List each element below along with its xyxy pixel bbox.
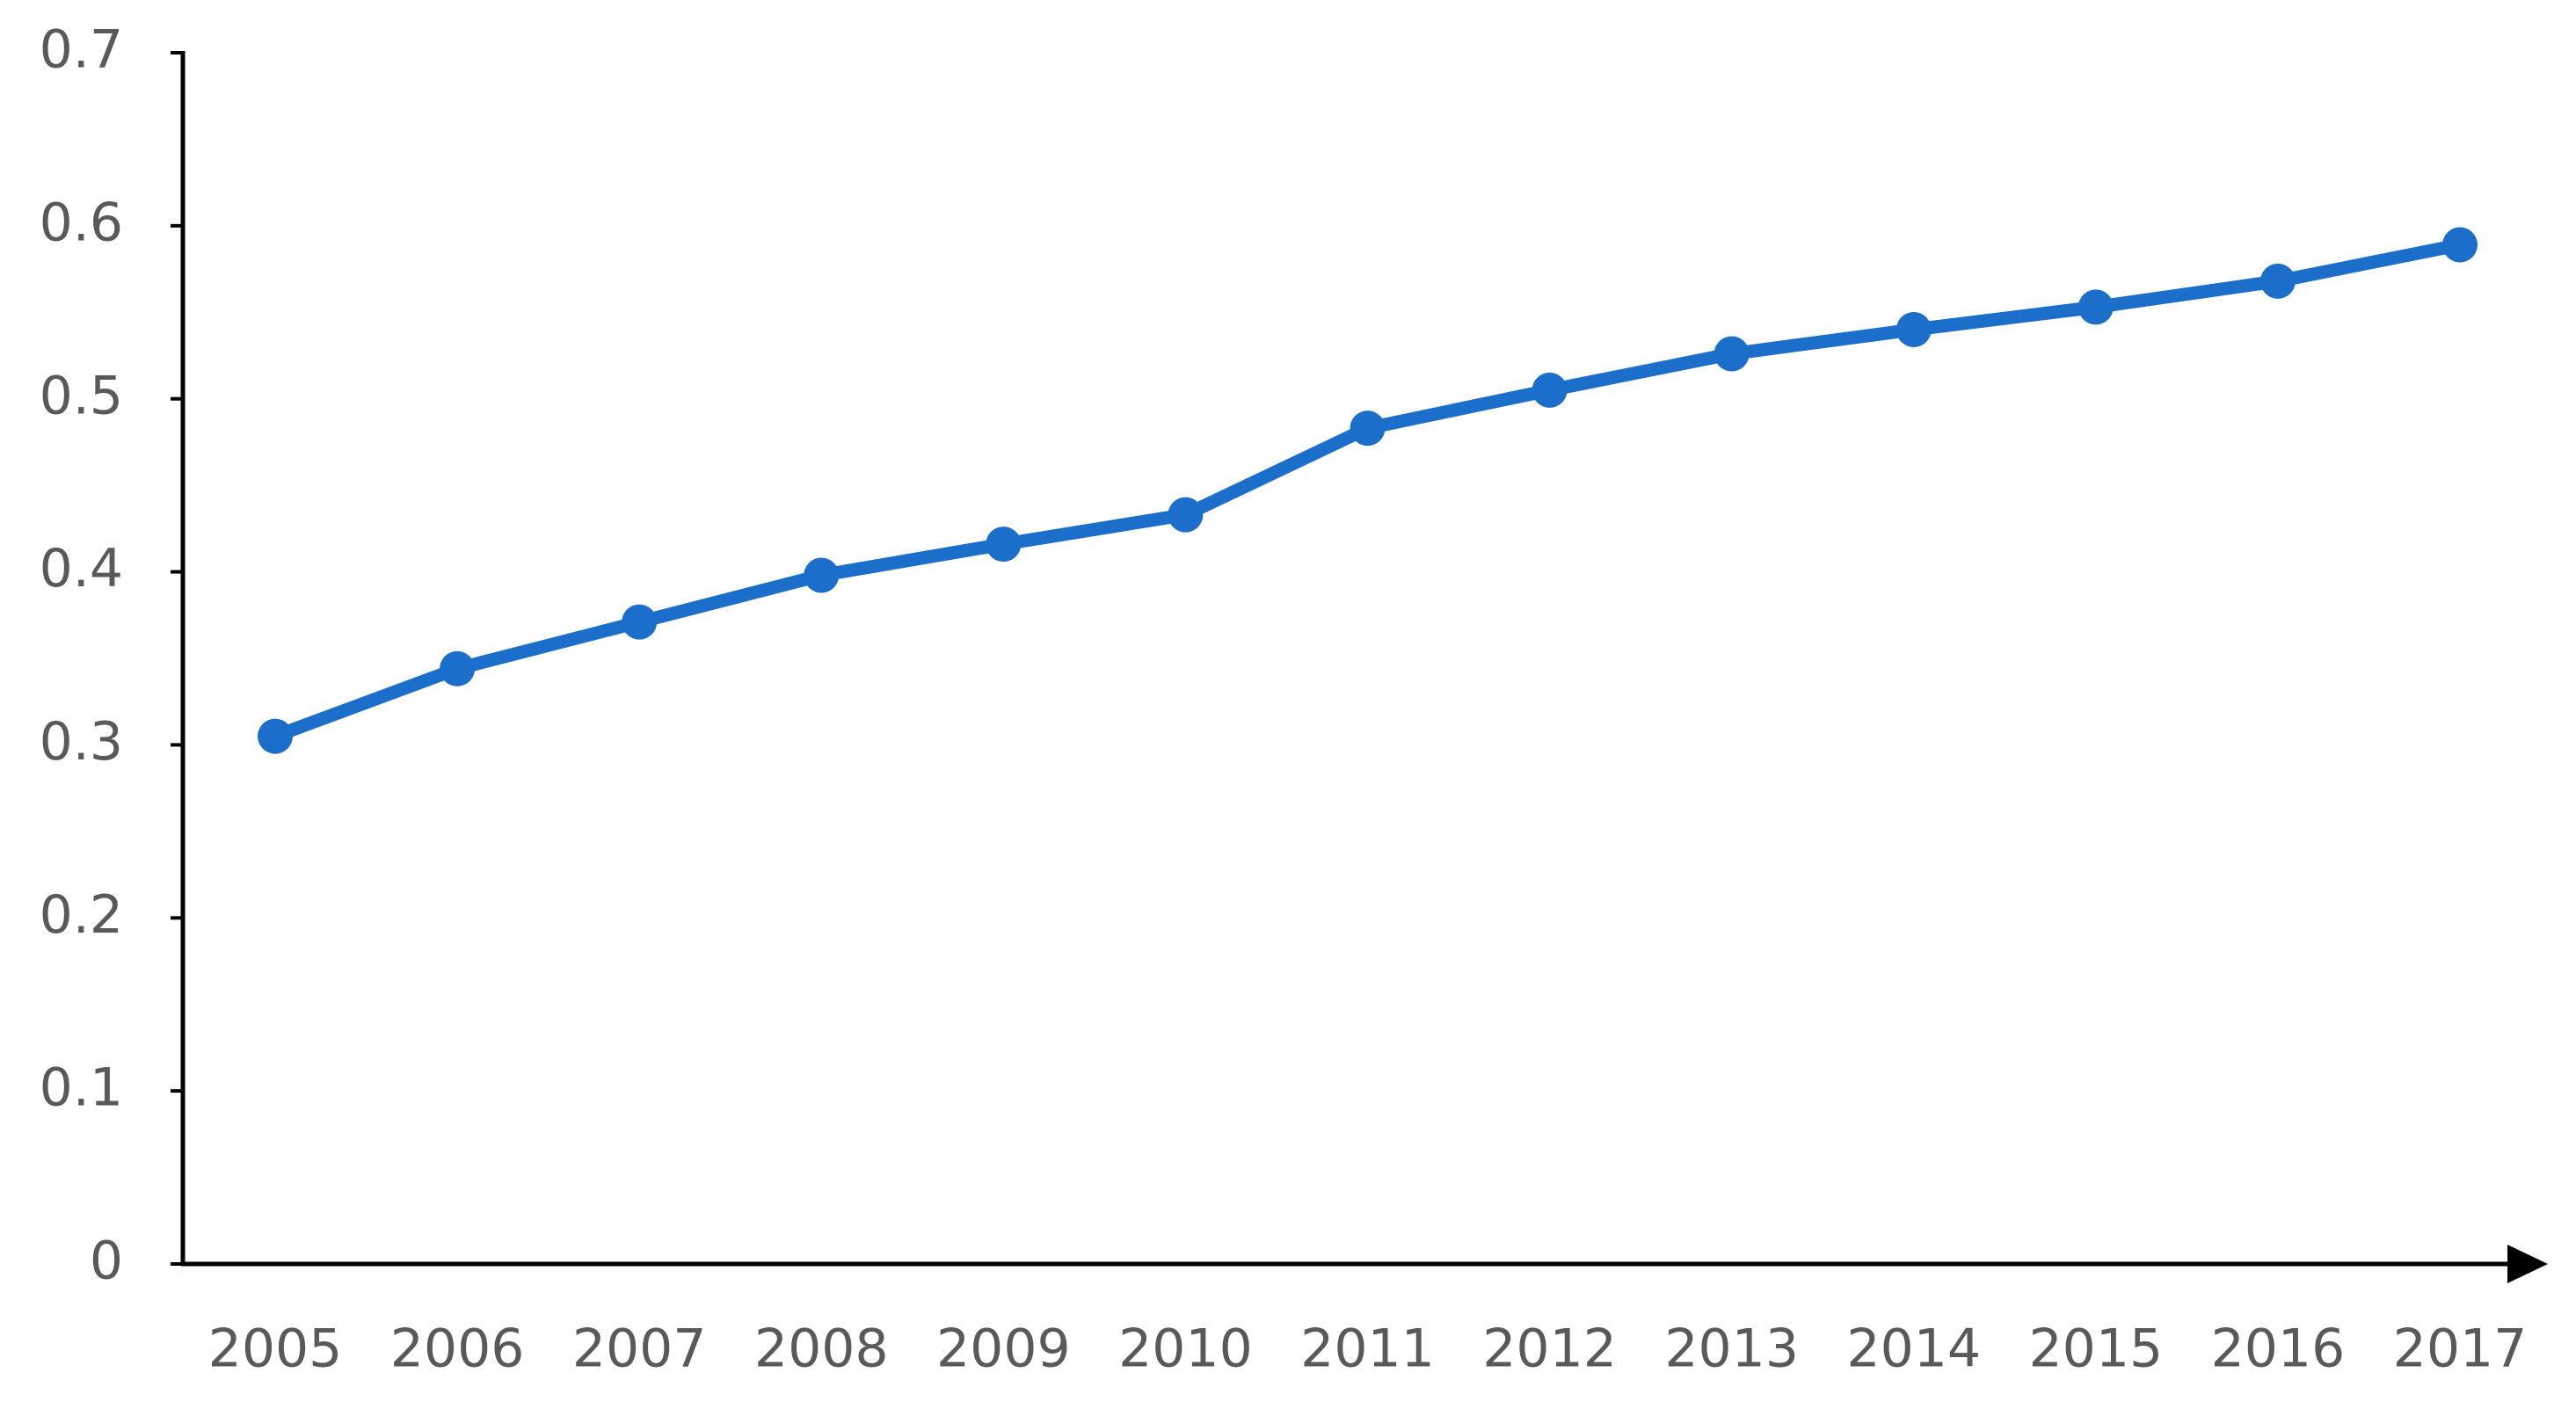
x-tick-label: 2010 — [1118, 1318, 1253, 1380]
x-tick-label: 2014 — [1846, 1318, 1981, 1380]
x-tick-label: 2013 — [1664, 1318, 1799, 1380]
x-tick-label: 2017 — [2393, 1318, 2528, 1380]
point — [2078, 289, 2114, 325]
y-tick-label: 0.1 — [40, 1057, 123, 1119]
y-tick-label: 0.6 — [40, 192, 123, 253]
y-tick-label: 0 — [90, 1231, 123, 1292]
point — [440, 650, 476, 686]
x-tick-label: 2005 — [208, 1318, 343, 1380]
point — [1532, 372, 1568, 408]
y-tick-label: 0.7 — [40, 19, 123, 81]
point — [1168, 497, 1204, 533]
point — [258, 718, 293, 754]
point — [1896, 311, 1932, 347]
x-tick-label: 2012 — [1482, 1318, 1617, 1380]
x-axis-arrow — [2507, 1245, 2548, 1283]
x-tick-label: 2016 — [2211, 1318, 2346, 1380]
point — [1714, 336, 1750, 372]
y-tick-label: 0.2 — [40, 884, 123, 946]
x-tick-label: 2011 — [1300, 1318, 1435, 1380]
point — [804, 557, 840, 593]
x-tick-label: 2009 — [936, 1318, 1071, 1380]
point — [986, 527, 1022, 563]
x-tick-label: 2007 — [572, 1318, 707, 1380]
y-tick-label: 0.5 — [40, 365, 123, 426]
series-line — [273, 238, 2462, 743]
x-tick-label: 2006 — [390, 1318, 525, 1380]
point — [622, 604, 658, 640]
x-tick-label: 2008 — [754, 1318, 889, 1380]
y-tick-label: 0.3 — [40, 711, 123, 773]
point — [1350, 410, 1386, 447]
x-tick-label: 2015 — [2028, 1318, 2163, 1380]
point — [2442, 227, 2478, 263]
y-tick-label: 0.4 — [40, 538, 123, 599]
point — [2259, 263, 2296, 299]
